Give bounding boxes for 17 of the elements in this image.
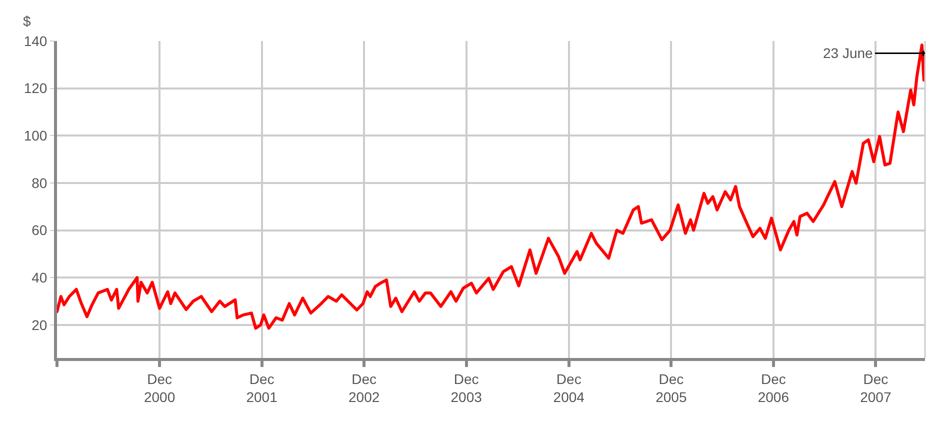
y-tick-label: 120 bbox=[24, 80, 48, 96]
x-tick-label: Dec 2006 bbox=[758, 370, 790, 405]
y-tick-label: 40 bbox=[32, 269, 48, 286]
x-tick-label: Dec 2007 bbox=[860, 370, 892, 405]
y-tick-label: 140 bbox=[24, 32, 48, 49]
y-tick-label: 60 bbox=[32, 222, 48, 238]
x-tick-label: Dec 2002 bbox=[348, 370, 380, 405]
y-tick-label: 20 bbox=[32, 316, 48, 333]
annotation: 23 June bbox=[823, 45, 874, 61]
y-axis-title: $ bbox=[23, 13, 31, 29]
x-tick-label: Dec 2003 bbox=[450, 370, 482, 405]
y-tick-label: 100 bbox=[24, 128, 48, 144]
x-tick-label: Dec 2005 bbox=[656, 370, 687, 405]
x-tick-label: Dec 2001 bbox=[246, 370, 278, 405]
x-tick-label: Dec 2000 bbox=[144, 370, 176, 405]
x-tick-label: Dec 2004 bbox=[553, 370, 585, 405]
y-tick-label: 80 bbox=[32, 174, 48, 191]
